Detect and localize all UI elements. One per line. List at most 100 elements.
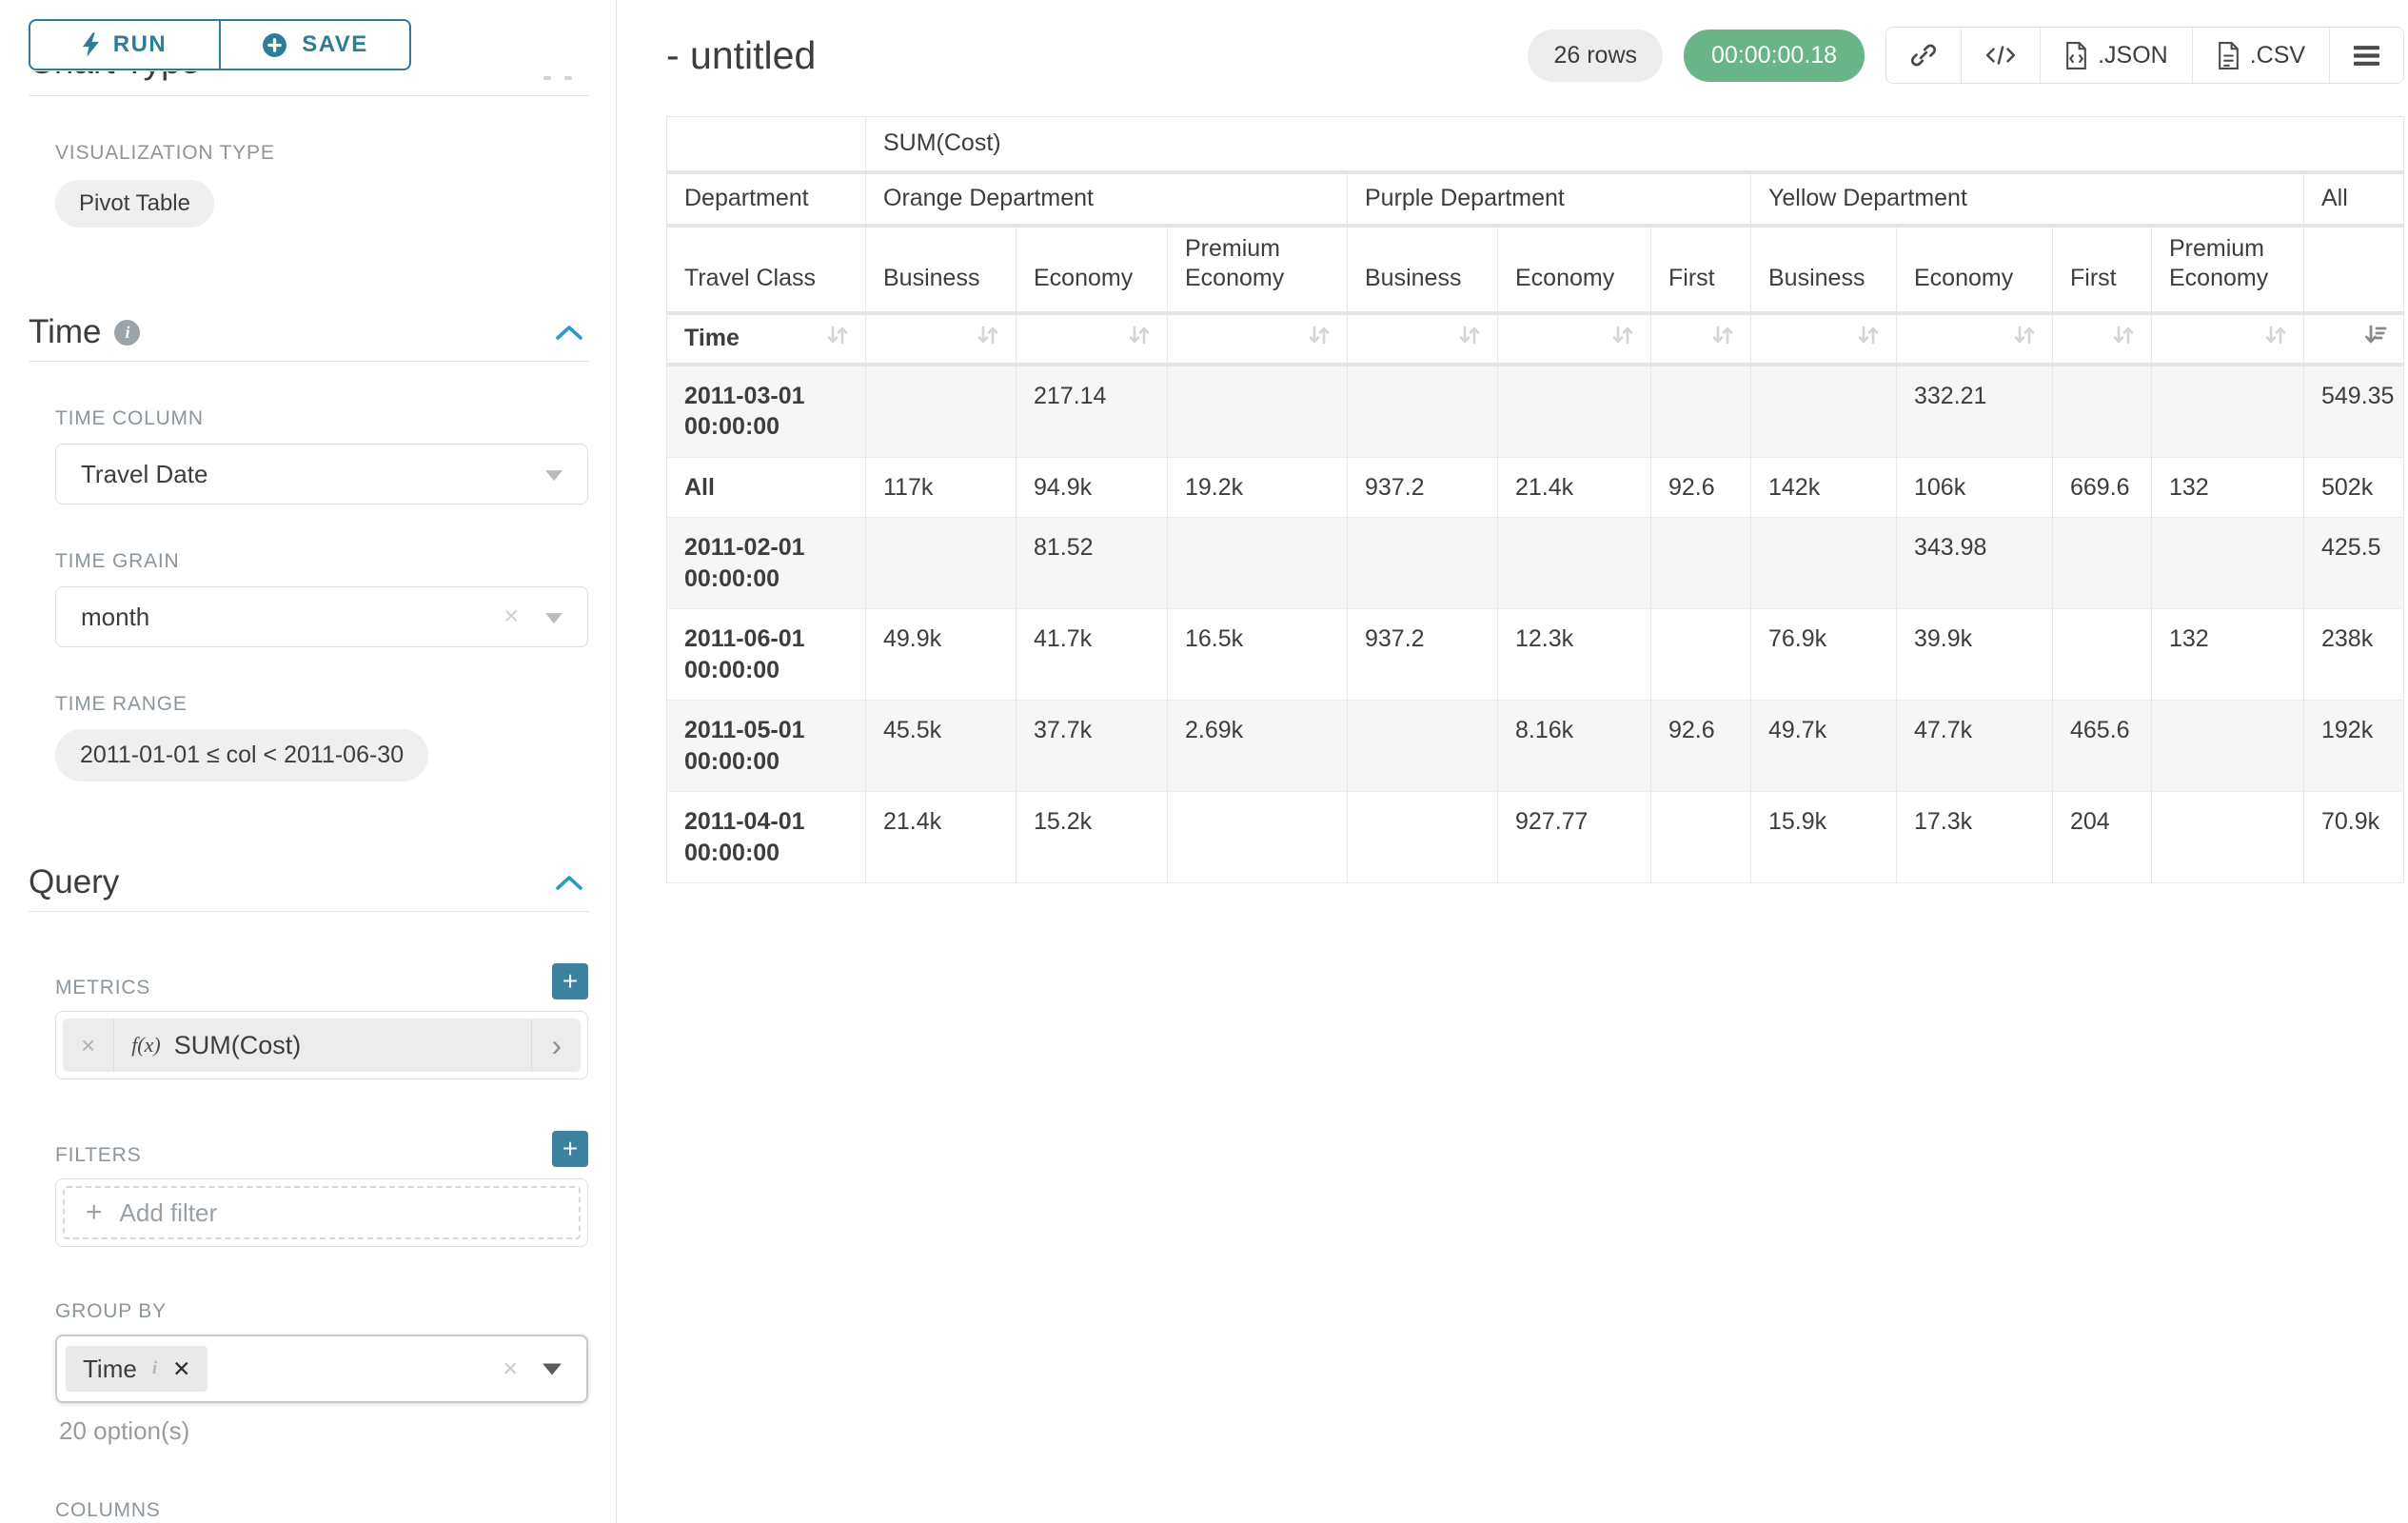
metric-chip[interactable]: × f(x) SUM(Cost) ›: [63, 1019, 581, 1072]
value-cell: 45.5k: [865, 700, 1016, 792]
value-cell: [2052, 608, 2152, 701]
leaf-col-cell: First: [1650, 225, 1751, 313]
value-cell: 549.35: [2302, 364, 2404, 457]
value-cell: [1650, 608, 1751, 701]
table-row: 2011-03-01 00:00:00 217.14 332.21 549.35: [666, 364, 2404, 457]
sort-cell[interactable]: [1750, 312, 1897, 365]
clear-icon[interactable]: ×: [503, 601, 519, 630]
plus-icon: +: [562, 966, 579, 996]
value-cell: 2.69k: [1167, 700, 1348, 792]
metric-remove-icon[interactable]: ×: [63, 1019, 115, 1072]
value-cell: [865, 364, 1016, 457]
time-grain-select[interactable]: month ×: [55, 586, 588, 647]
time-column-label: TIME COLUMN: [55, 407, 204, 429]
value-cell: [865, 517, 1016, 609]
add-filter-placeholder: Add filter: [119, 1197, 218, 1227]
shortlink-button[interactable]: [1886, 28, 1962, 83]
pivot-table: SUM(Cost) Department Orange Department P…: [666, 116, 2405, 883]
value-cell: [1167, 791, 1348, 883]
time-section-header[interactable]: Time i: [29, 313, 589, 351]
time-column-select[interactable]: Travel Date: [55, 444, 588, 504]
sort-cell[interactable]: [1167, 312, 1348, 365]
sort-cell[interactable]: [1497, 312, 1651, 365]
value-cell: 217.14: [1016, 364, 1168, 457]
columns-label: COLUMNS: [55, 1499, 161, 1521]
caret-down-icon[interactable]: [543, 1363, 562, 1375]
file-text-icon: [2218, 41, 2239, 69]
time-range-pill[interactable]: 2011-01-01 ≤ col < 2011-06-30: [55, 729, 429, 781]
value-cell: [1650, 517, 1751, 609]
code-icon: [1986, 46, 2016, 65]
sort-arrows-icon: [1127, 323, 1152, 354]
metrics-box: × f(x) SUM(Cost) ›: [55, 1011, 588, 1079]
sort-cell[interactable]: [2151, 312, 2304, 365]
value-cell: 21.4k: [1497, 457, 1651, 518]
value-cell: 927.77: [1497, 791, 1651, 883]
value-cell: 192k: [2302, 700, 2404, 792]
export-json-button[interactable]: .JSON: [2040, 28, 2192, 83]
save-button[interactable]: SAVE: [220, 19, 411, 70]
export-csv-button[interactable]: .CSV: [2191, 28, 2330, 83]
plus-icon: +: [86, 1197, 103, 1228]
value-cell: 70.9k: [2302, 791, 2404, 883]
menu-button[interactable]: [2329, 28, 2404, 83]
chevron-up-icon[interactable]: [555, 324, 583, 342]
clear-icon[interactable]: ×: [503, 1354, 518, 1383]
group-by-chip-time[interactable]: Time i ✕: [66, 1346, 208, 1392]
sort-cell[interactable]: [1016, 312, 1168, 365]
value-cell: 15.2k: [1016, 791, 1168, 883]
leaf-col-cell: Business: [1347, 225, 1498, 313]
value-cell: 92.6: [1650, 700, 1751, 792]
chip-info-icon: i: [151, 1358, 158, 1378]
add-filter-dropzone[interactable]: + Add filter: [63, 1186, 581, 1239]
sort-cell[interactable]: [1650, 312, 1751, 365]
row-label-cell: All: [666, 457, 866, 518]
run-button[interactable]: RUN: [29, 19, 220, 70]
fx-icon: f(x): [131, 1033, 161, 1057]
leaf-col-cell: Economy: [1497, 225, 1651, 313]
chevron-up-icon[interactable]: [555, 874, 583, 892]
save-button-label: SAVE: [302, 31, 368, 57]
sort-label-cell[interactable]: Time: [666, 312, 866, 365]
value-cell: [1650, 791, 1751, 883]
results-header: - untitled 26 rows 00:00:00.18 .JSON .CS…: [666, 27, 2405, 84]
sort-arrows-icon: [2012, 323, 2037, 354]
value-cell: [1167, 364, 1348, 457]
sort-cell[interactable]: [2052, 312, 2152, 365]
visualization-type-pill[interactable]: Pivot Table: [55, 180, 214, 227]
embed-code-button[interactable]: [1961, 28, 2041, 83]
table-row: 2011-02-01 00:00:00 81.52 343.98 425.5: [666, 517, 2404, 609]
value-cell: [2151, 700, 2304, 792]
rows-count-badge: 26 rows: [1528, 29, 1664, 82]
value-cell: [1497, 364, 1651, 457]
add-filter-button[interactable]: +: [552, 1131, 588, 1167]
run-button-label: RUN: [112, 31, 168, 57]
chip-remove-icon[interactable]: ✕: [172, 1355, 191, 1381]
time-grain-label: TIME GRAIN: [55, 550, 180, 572]
sort-cell-active[interactable]: [2302, 312, 2404, 365]
value-cell: 132: [2151, 608, 2304, 701]
value-cell: 39.9k: [1896, 608, 2053, 701]
sort-cell[interactable]: [1896, 312, 2053, 365]
query-section-header[interactable]: Query: [29, 863, 589, 901]
row-label-cell: 2011-05-01 00:00:00: [666, 700, 866, 792]
sort-cell[interactable]: [1347, 312, 1498, 365]
value-cell: [1497, 517, 1651, 609]
page-title[interactable]: - untitled: [666, 32, 817, 77]
value-cell: [1650, 364, 1751, 457]
chevron-right-icon[interactable]: ›: [531, 1019, 581, 1072]
group-by-select[interactable]: Time i ✕ ×: [55, 1335, 588, 1403]
value-cell: 425.5: [2302, 517, 2404, 609]
query-section-title: Query: [29, 863, 120, 900]
sort-arrows-icon: [1307, 323, 1332, 354]
sort-arrows-icon: [2111, 323, 2136, 354]
sort-cell[interactable]: [865, 312, 1016, 365]
control-panel-sidebar: RUN SAVE Chart Type VISUALIZATION TYPE P…: [0, 0, 617, 1523]
sort-arrows-icon: [1856, 323, 1881, 354]
plus-circle-icon: [263, 32, 287, 57]
add-metric-button[interactable]: +: [552, 963, 588, 999]
table-row: All 117k 94.9k 19.2k 937.2 21.4k 92.6 142k 106k 6…: [666, 457, 2404, 518]
table-row: 2011-06-01 00:00:00 49.9k 41.7k 16.5k 937.2 1…: [666, 608, 2404, 701]
hamburger-icon: [2354, 45, 2380, 66]
travel-class-cell: Travel Class: [666, 225, 866, 313]
